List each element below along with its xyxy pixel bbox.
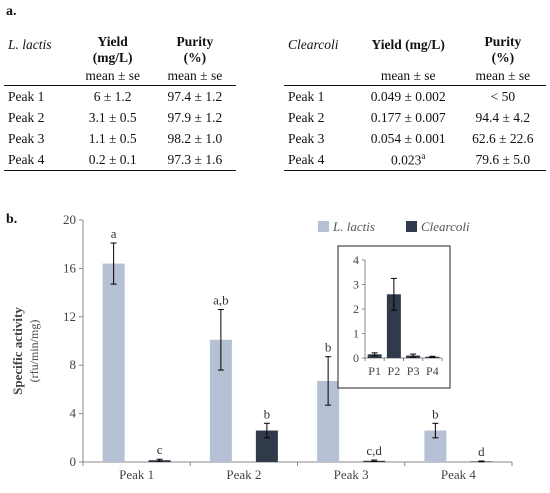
inset-bar-p2 xyxy=(386,294,401,358)
lactis-row4-name: Peak 4 xyxy=(4,149,72,171)
clearcoli-row1-yield: 0.049 ± 0.002 xyxy=(370,88,446,104)
clearcoli-purity-header: Purity (%) xyxy=(460,24,546,67)
clearcoli-row4-purity: 79.6 ± 5.0 xyxy=(459,149,546,171)
lactis-row2-name: Peak 2 xyxy=(8,109,45,125)
clearcoli-row4-yield-value: 0.023 xyxy=(391,152,422,168)
inset-x-tick-label-3: P4 xyxy=(426,364,439,378)
lactis-yield-header: Yield (mg/L) xyxy=(72,24,154,67)
y-axis-unit: (rfu/min/mg) xyxy=(27,320,41,383)
lactis-sub-yield: mean ± se xyxy=(71,67,154,86)
clearcoli-purity-h1: Purity xyxy=(484,34,522,49)
clearcoli-row2-yield: 0.177 ± 0.007 xyxy=(370,109,446,125)
legend-label-llactis: L. lactis xyxy=(332,219,375,234)
clearcoli-row2-purity: 94.4 ± 4.2 xyxy=(475,109,531,125)
legend-swatch-clearcoli xyxy=(406,221,417,232)
clearcoli-row2-name: Peak 2 xyxy=(288,109,325,125)
legend-swatch-llactis xyxy=(318,221,329,232)
y-tick-label-4: 16 xyxy=(63,260,77,275)
x-tick-label-1: Peak 2 xyxy=(226,467,261,482)
table-row: Peak 3 0.054 ± 0.001 62.6 ± 22.6 xyxy=(284,128,546,149)
inset-y-tick-label-4: 4 xyxy=(353,253,359,267)
lactis-row4-yield: 0.2 ± 0.1 xyxy=(71,149,154,171)
clearcoli-table: Clearcoli Yield (mg/L) Purity (%) mean ± … xyxy=(284,24,546,171)
clearcoli-sub-blank xyxy=(284,67,357,86)
clearcoli-row1-purity: < 50 xyxy=(490,88,516,104)
y-tick-label-1: 4 xyxy=(70,406,77,421)
table-row: Peak 3 1.1 ± 0.5 98.2 ± 1.0 xyxy=(4,128,236,149)
lactis-row1-purity: 97.4 ± 1.2 xyxy=(167,88,223,104)
y-tick-label-0: 0 xyxy=(70,454,77,469)
clearcoli-row4-superscript: a xyxy=(421,150,426,161)
table-row: Peak 2 0.177 ± 0.007 94.4 ± 4.2 xyxy=(284,107,546,128)
inset-x-tick-label-2: P3 xyxy=(407,364,420,378)
clearcoli-sub-yield: mean ± se xyxy=(356,67,460,86)
x-tick-label-3: Peak 4 xyxy=(441,467,477,482)
lactis-organism: L. lactis xyxy=(8,37,52,52)
lactis-row1-yield: 6 ± 1.2 xyxy=(93,88,132,104)
clearcoli-row4-yield: 0.023a xyxy=(356,149,460,171)
bar-llactis-peak1 xyxy=(102,263,125,462)
lactis-row4-purity: 97.3 ± 1.6 xyxy=(153,149,236,171)
x-tick-label-2: Peak 3 xyxy=(334,467,369,482)
clearcoli-row3-purity: 62.6 ± 22.6 xyxy=(472,130,534,146)
significance-letter-llactis-peak1: a xyxy=(111,226,117,241)
y-axis-title: Specific activity xyxy=(10,307,25,395)
lactis-purity-h2: (%) xyxy=(183,50,207,65)
significance-letter-clearcoli-peak1: c xyxy=(157,442,163,457)
lactis-row2-purity: 97.9 ± 1.2 xyxy=(167,109,223,125)
inset-y-tick-label-3: 3 xyxy=(353,278,359,292)
table-row: Peak 1 6 ± 1.2 97.4 ± 1.2 xyxy=(4,86,236,108)
table-row: Peak 4 0.2 ± 0.1 97.3 ± 1.6 xyxy=(4,149,236,171)
lactis-row3-purity: 98.2 ± 1.0 xyxy=(167,130,223,146)
inset-x-tick-label-1: P2 xyxy=(388,364,401,378)
significance-letter-clearcoli-peak3: c,d xyxy=(366,443,382,458)
clearcoli-row3-yield: 0.054 ± 0.001 xyxy=(370,130,446,146)
significance-letter-llactis-peak4: b xyxy=(432,406,439,421)
inset-y-tick-label-2: 2 xyxy=(353,302,359,316)
bar-llactis-peak2 xyxy=(209,339,232,462)
bar-llactis-peak4 xyxy=(424,430,447,462)
y-tick-label-3: 12 xyxy=(63,309,76,324)
significance-letter-clearcoli-peak4: d xyxy=(478,444,485,459)
significance-letter-llactis-peak2: a,b xyxy=(213,293,229,308)
lactis-table: L. lactis Yield (mg/L) Purity (%) mean ± s… xyxy=(4,24,236,171)
panel-a-label: a. xyxy=(6,4,17,19)
significance-letter-clearcoli-peak2: b xyxy=(264,406,271,421)
lactis-row2-yield: 3.1 ± 0.5 xyxy=(88,109,137,125)
bar-llactis-peak3 xyxy=(317,380,340,462)
legend-label-clearcoli: Clearcoli xyxy=(421,219,470,234)
lactis-sub-purity: mean ± se xyxy=(153,67,236,86)
table-row: Peak 2 3.1 ± 0.5 97.9 ± 1.2 xyxy=(4,107,236,128)
panel-b-label: b. xyxy=(6,212,18,227)
lactis-purity-h1: Purity xyxy=(176,34,214,49)
clearcoli-yield-header: Yield (mg/L) xyxy=(371,37,445,52)
bar-clearcoli-peak2 xyxy=(255,430,278,462)
clearcoli-sub-purity: mean ± se xyxy=(459,67,546,86)
clearcoli-purity-h2: (%) xyxy=(491,50,515,65)
lactis-row3-yield: 1.1 ± 0.5 xyxy=(88,130,137,146)
table-row: Peak 4 0.023a 79.6 ± 5.0 xyxy=(284,149,546,171)
clearcoli-row4-name: Peak 4 xyxy=(284,149,357,171)
lactis-row1-name: Peak 1 xyxy=(8,88,45,104)
clearcoli-organism: Clearcoli xyxy=(288,37,339,52)
inset-y-tick-label-1: 1 xyxy=(353,327,359,341)
lactis-purity-header: Purity (%) xyxy=(154,24,236,67)
inset-y-tick-label-0: 0 xyxy=(353,351,359,365)
y-tick-label-5: 20 xyxy=(63,212,76,227)
significance-letter-llactis-peak3: b xyxy=(325,340,332,355)
lactis-yield-h2: (mg/L) xyxy=(92,50,133,65)
table-row: Peak 1 0.049 ± 0.002 < 50 xyxy=(284,86,546,108)
lactis-yield-h1: Yield xyxy=(97,34,128,49)
clearcoli-row3-name: Peak 3 xyxy=(288,130,325,146)
lactis-sub-blank xyxy=(4,67,72,86)
inset-x-tick-label-0: P1 xyxy=(368,364,381,378)
x-tick-label-0: Peak 1 xyxy=(119,467,154,482)
lactis-row3-name: Peak 3 xyxy=(8,130,45,146)
clearcoli-row1-name: Peak 1 xyxy=(288,88,325,104)
y-tick-label-2: 8 xyxy=(70,357,77,372)
